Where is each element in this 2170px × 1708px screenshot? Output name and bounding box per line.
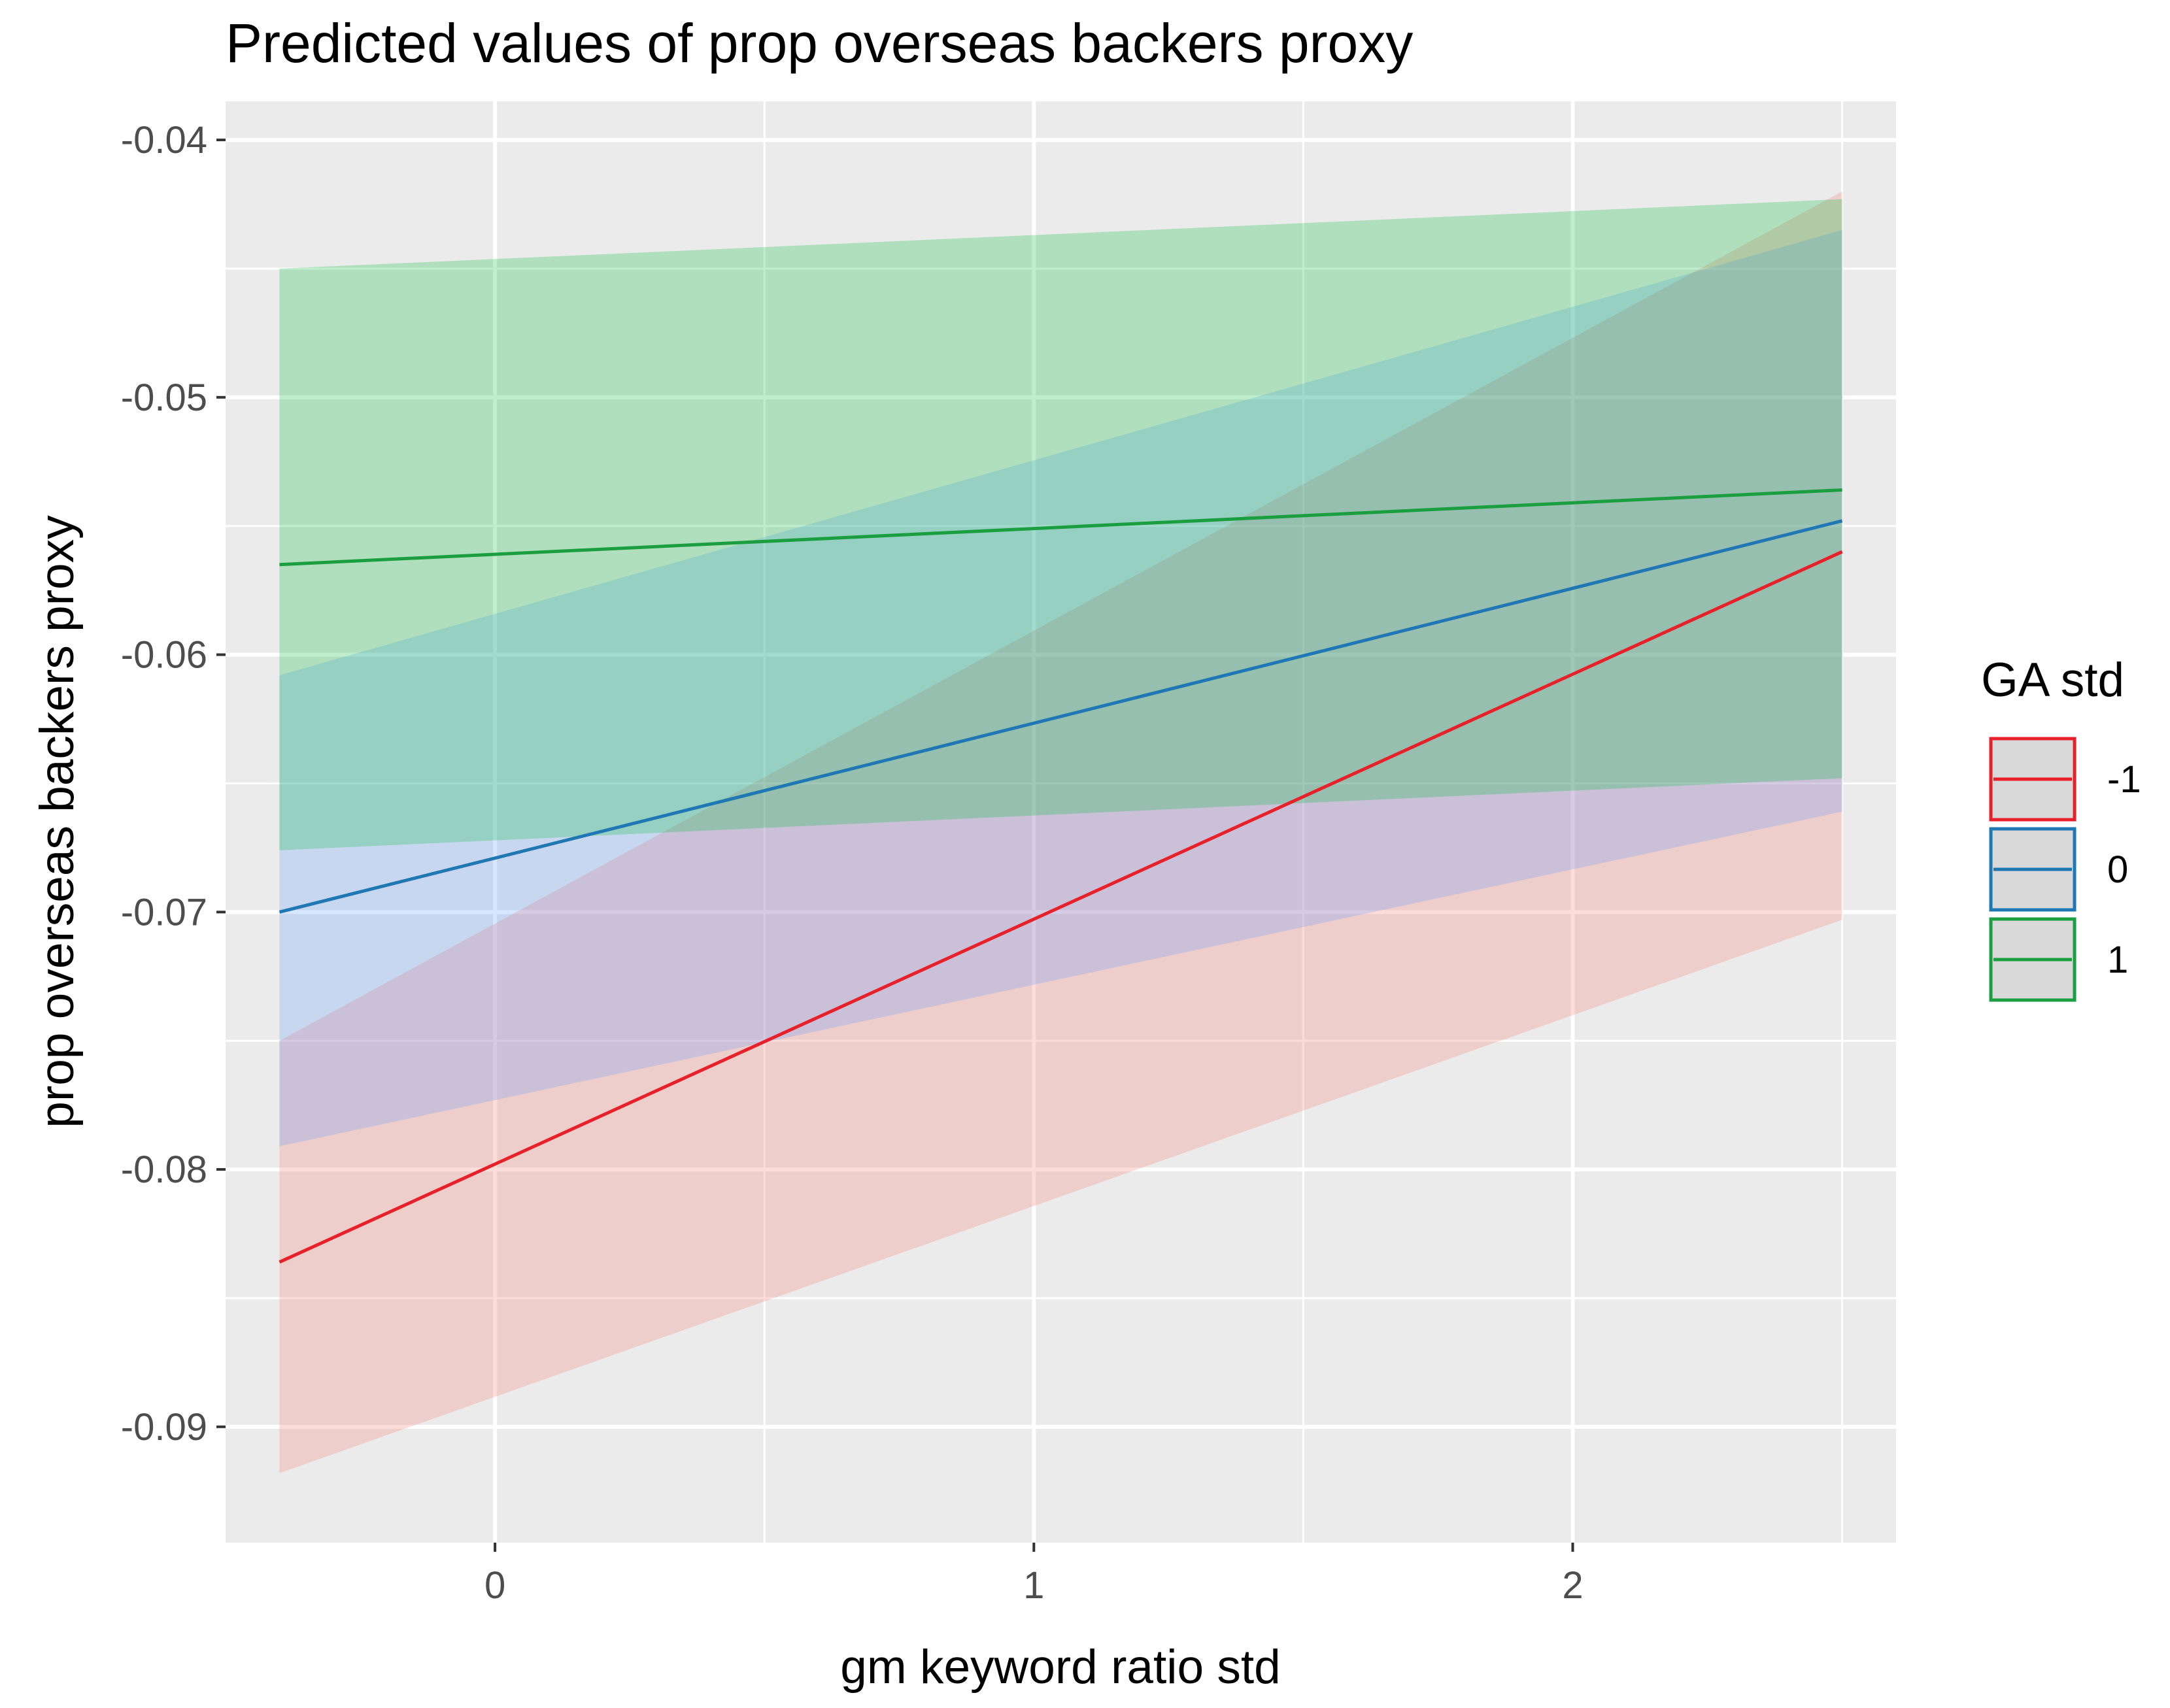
y-tick-label: -0.05 xyxy=(121,377,207,419)
minor-grid xyxy=(226,101,1896,1543)
y-tick-label: -0.04 xyxy=(121,119,207,161)
x-axis: 0 1 2 xyxy=(484,1543,1584,1607)
legend-label-ga--1: -1 xyxy=(2107,758,2141,801)
series-line-ga--1 xyxy=(279,550,1843,1264)
confidence-band-ga-0 xyxy=(279,229,1842,1147)
chart-title: Predicted values of prop overseas backer… xyxy=(226,12,1413,74)
series-line-ga-1 xyxy=(279,488,1842,567)
confidence-bands xyxy=(279,191,1842,1473)
x-tick-label: 0 xyxy=(484,1564,505,1607)
legend-label-ga-1: 1 xyxy=(2107,939,2128,981)
x-tick-label: 2 xyxy=(1562,1564,1583,1607)
y-axis-title: prop overseas backers proxy xyxy=(31,515,84,1128)
x-tick-label: 1 xyxy=(1023,1564,1044,1607)
y-tick-label: -0.06 xyxy=(121,634,207,677)
legend-title: GA std xyxy=(1981,654,2124,707)
y-tick-label: -0.08 xyxy=(121,1148,207,1191)
legend-label-ga-0: 0 xyxy=(2107,848,2128,891)
y-axis: -0.04 -0.05 -0.06 -0.07 -0.08 -0.09 xyxy=(121,119,226,1448)
confidence-band-ga-1 xyxy=(279,199,1842,850)
legend: GA std -1 0 1 xyxy=(1981,654,2141,1002)
plot-panel xyxy=(226,101,1896,1543)
series-lines xyxy=(279,488,1843,1264)
x-axis-title: gm keyword ratio std xyxy=(840,1641,1280,1694)
series-line-ga-0 xyxy=(279,519,1843,914)
confidence-band-ga--1 xyxy=(279,191,1842,1473)
y-tick-label: -0.07 xyxy=(121,891,207,933)
y-tick-label: -0.09 xyxy=(121,1406,207,1448)
